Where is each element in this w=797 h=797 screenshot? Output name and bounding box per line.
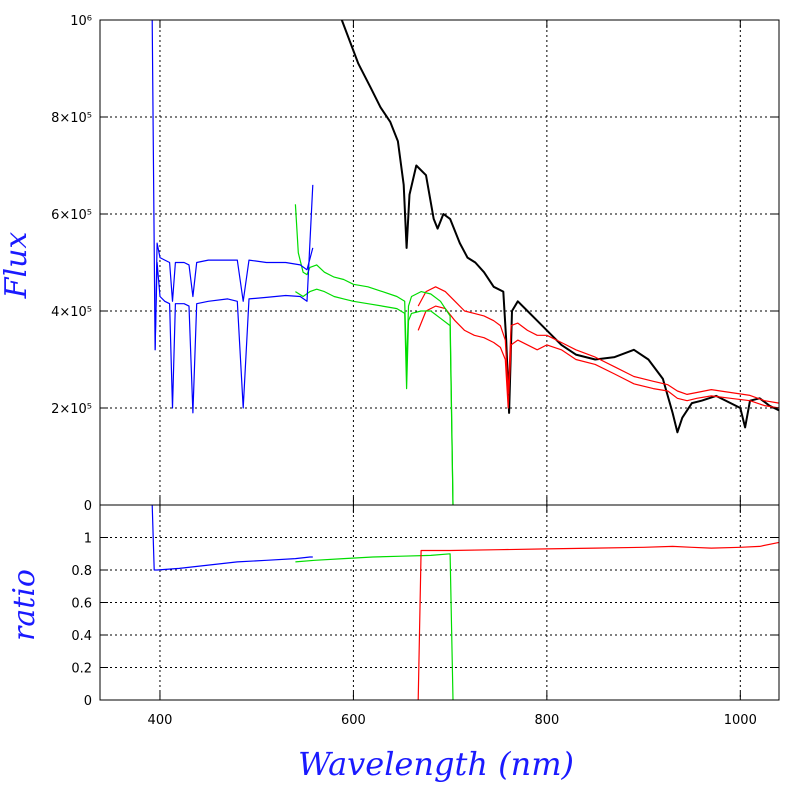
y-axis-label-flux: Flux <box>0 232 34 300</box>
grid-bottom <box>100 505 779 700</box>
top-y-tick-label-0: 0 <box>84 499 92 514</box>
bottom-y-tick-label-0: 0 <box>84 694 92 709</box>
series-bottom <box>151 504 780 701</box>
top-y-tick-label-1: 2×10⁵ <box>51 402 92 417</box>
top-y-tick-label-3: 6×10⁵ <box>51 208 92 223</box>
x-axis-label: Wavelength (nm) <box>298 745 574 783</box>
bottom-y-tick-label-3: 0.6 <box>71 597 92 612</box>
x-tick-label-2: 800 <box>534 713 559 728</box>
top-series-line-6 <box>154 242 314 350</box>
top-panel: 0 2×10⁵ 4×10⁵ 6×10⁵ 8×10⁵ 10⁶ <box>51 14 780 514</box>
top-y-tick-label-2: 4×10⁵ <box>51 305 92 320</box>
bottom-series-line-0 <box>151 504 313 571</box>
frame-bottom <box>99 504 780 701</box>
top-series-line-2 <box>417 286 780 404</box>
bottom-y-tick-label-2: 0.4 <box>71 629 92 644</box>
y-axis-label-ratio: ratio <box>7 569 42 641</box>
top-y-tick-label-5: 10⁶ <box>70 14 92 29</box>
top-series-line-0 <box>340 19 780 434</box>
bottom-y-tick-label-5: 1 <box>84 532 92 547</box>
ticks-bottom: 400 600 800 1000 0 0.2 0.4 0.6 0.8 1 <box>71 505 779 728</box>
bottom-panel: 400 600 800 1000 0 0.2 0.4 0.6 0.8 1 <box>71 504 780 728</box>
x-tick-label-1: 600 <box>341 713 366 728</box>
bottom-series-line-2 <box>417 541 780 701</box>
bottom-series-line-1 <box>295 553 454 701</box>
bottom-y-tick-label-4: 0.8 <box>71 564 92 579</box>
bottom-y-tick-label-1: 0.2 <box>71 662 92 677</box>
x-tick-label-0: 400 <box>148 713 173 728</box>
grid-top <box>100 20 779 505</box>
top-series-line-4 <box>294 204 454 506</box>
top-series-line-5 <box>151 19 314 414</box>
series-top <box>151 19 780 506</box>
ticks-top: 0 2×10⁵ 4×10⁵ 6×10⁵ 8×10⁵ 10⁶ <box>51 14 779 514</box>
x-tick-label-3: 1000 <box>724 713 757 728</box>
top-series-line-1 <box>417 305 780 409</box>
top-y-tick-label-4: 8×10⁵ <box>51 111 92 126</box>
top-series-line-3 <box>295 288 454 506</box>
